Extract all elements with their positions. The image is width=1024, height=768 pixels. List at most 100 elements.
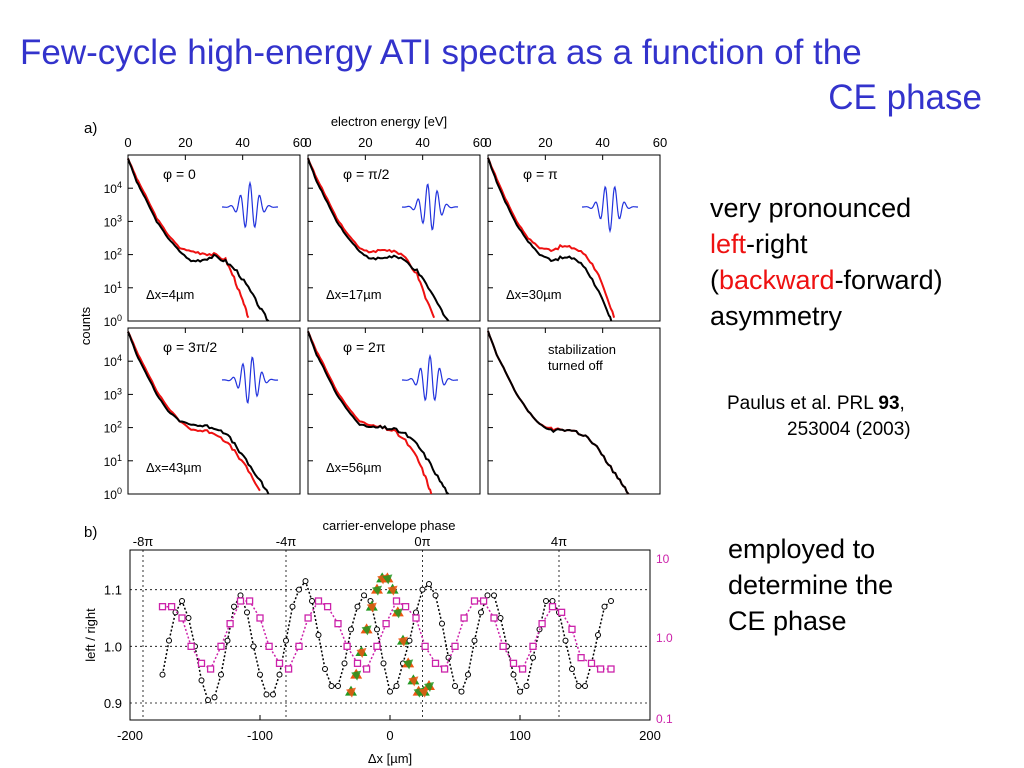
y-tick-label: 100 <box>104 486 122 502</box>
red-spectrum-line <box>487 157 616 318</box>
reference-line1: Paulus et al. PRL 93, <box>727 391 911 417</box>
stabilization-note-line1: stabilization <box>548 342 616 357</box>
square-marker <box>518 665 527 673</box>
x-tick-label: -100 <box>247 728 273 743</box>
square-marker <box>421 642 429 650</box>
triangle-marker <box>366 602 377 613</box>
square-marker <box>557 608 566 616</box>
triangle-marker <box>372 585 382 596</box>
square-marker <box>256 614 264 622</box>
spectrum-panel: 0 20 40 60 100 101 102 103 104 φ = 0 Δx=4µm <box>104 135 308 329</box>
phase-label: φ = π <box>523 166 558 182</box>
circle-marker <box>523 683 530 689</box>
square-marker <box>509 659 518 667</box>
circle-marker <box>393 683 400 689</box>
ref-journal: Paulus et al. PRL <box>727 393 879 414</box>
square-marker <box>158 603 167 611</box>
panel-frame <box>127 327 301 495</box>
laser-pulse-wave <box>222 180 278 229</box>
circle-marker <box>257 671 263 678</box>
ref-comma: , <box>899 393 905 414</box>
circle-marker <box>263 691 270 698</box>
square-marker <box>178 614 186 622</box>
circle-marker <box>270 691 276 698</box>
x-tick-label: 20 <box>538 135 552 150</box>
spectrum-panel: 0 20 40 60 φ = π/2 Δx=17µm <box>304 135 487 322</box>
triangle-marker <box>382 574 393 585</box>
square-marker <box>440 665 449 673</box>
x-tick-label: 0 <box>304 135 311 150</box>
circle-marker <box>348 626 354 633</box>
note1-line3: (backward-forward) <box>710 262 943 298</box>
panel-b-label: b) <box>84 524 97 541</box>
panel-frame <box>307 154 481 322</box>
square-marker <box>577 654 585 662</box>
y-tick-label: 0.9 <box>104 696 122 711</box>
triangle-marker <box>408 676 419 687</box>
panel-b-top-axis-label: carrier-envelope phase <box>323 518 456 533</box>
circle-marker <box>582 683 588 689</box>
ref-volume: 93 <box>878 393 900 414</box>
x-tick-label: 0 <box>124 135 131 150</box>
circle-marker <box>608 598 614 604</box>
circle-marker <box>354 603 361 610</box>
word-backward: backward <box>719 265 835 295</box>
circle-marker <box>237 592 244 599</box>
circle-marker <box>218 671 224 678</box>
ce-phase-note: employed to determine the CE phase <box>728 531 893 639</box>
y-tick-label: 104 <box>104 180 122 196</box>
square-marker <box>490 614 498 622</box>
y-tick-label: 102 <box>104 247 122 263</box>
square-marker <box>548 603 557 611</box>
word-right: -right <box>746 229 808 259</box>
triangle-marker <box>403 659 414 670</box>
circle-marker <box>224 637 231 644</box>
panel-frame <box>307 327 481 495</box>
square-marker <box>460 614 468 622</box>
y-tick-label: 103 <box>104 386 122 402</box>
square-marker <box>568 625 576 633</box>
reference-line2: 253004 (2003) <box>787 419 911 440</box>
square-marker <box>265 642 273 650</box>
red-spectrum-line <box>307 157 436 319</box>
triangle-marker <box>351 670 362 681</box>
spectrum-panel: φ = 2π Δx=56µm <box>307 327 481 495</box>
circle-marker <box>309 598 315 604</box>
square-marker <box>596 665 605 673</box>
circle-marker <box>328 683 335 689</box>
square-marker <box>275 659 284 667</box>
circle-marker <box>380 660 387 667</box>
right-axis-tick-label: 0.1 <box>656 712 673 726</box>
circle-marker <box>484 592 491 599</box>
circle-marker <box>322 666 328 672</box>
spectrum-panel: 100 101 102 103 104 φ = 3π/2 Δx=43µm <box>104 327 301 502</box>
circle-marker <box>211 694 218 701</box>
circle-marker <box>179 598 185 604</box>
circle-marker <box>595 632 601 638</box>
circle-marker <box>231 603 237 610</box>
laser-pulse-wave <box>221 356 279 404</box>
square-marker <box>362 665 371 673</box>
circle-marker <box>491 592 497 599</box>
square-marker <box>187 642 195 650</box>
circle-marker <box>387 688 393 695</box>
laser-pulse-wave <box>401 183 459 231</box>
circle-marker <box>166 637 172 644</box>
triangle-marker <box>392 608 403 619</box>
top-tick-label: -8π <box>133 534 154 549</box>
paren-open: ( <box>710 265 719 295</box>
square-marker <box>236 597 245 605</box>
x-tick-label: 200 <box>639 728 661 743</box>
square-marker <box>412 614 420 622</box>
x-tick-label: 40 <box>415 135 429 150</box>
asymmetry-note: very pronounced left-right (backward-for… <box>710 190 943 334</box>
note1-line4: asymmetry <box>710 301 843 331</box>
circle-marker <box>543 598 549 604</box>
circle-marker <box>419 586 426 593</box>
square-marker <box>206 665 215 673</box>
square-marker <box>197 659 206 667</box>
circle-marker <box>510 671 517 678</box>
y-tick-label: 102 <box>104 420 122 436</box>
